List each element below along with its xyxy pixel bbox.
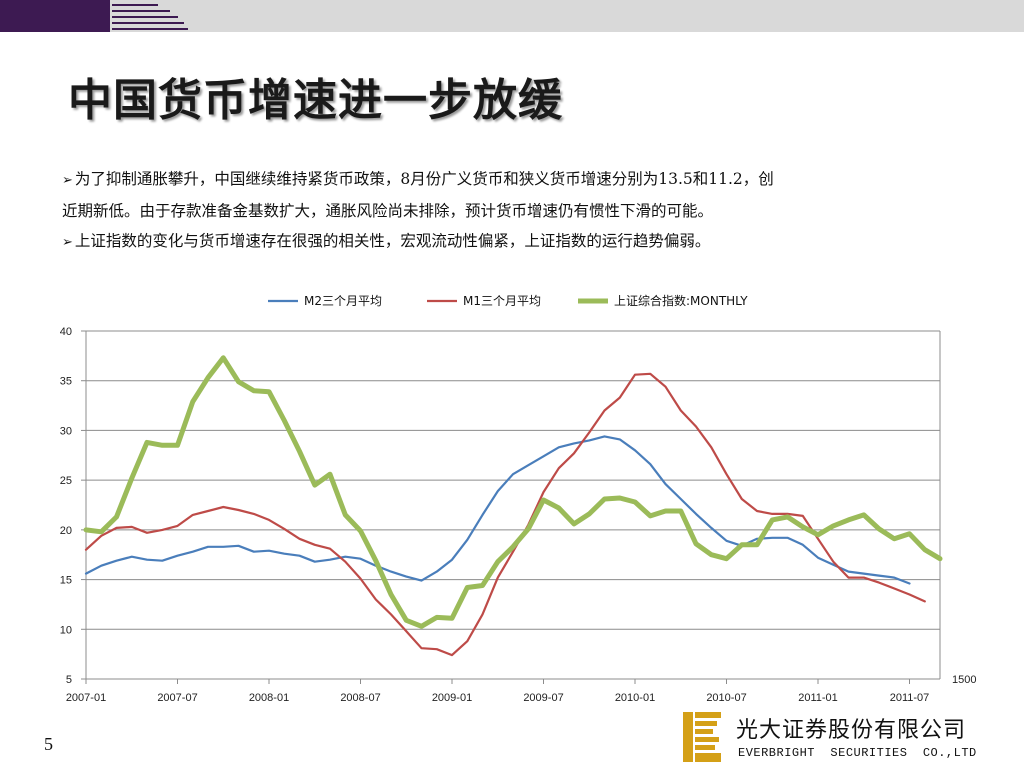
slide-title: 中国货币增速进一步放缓 <box>68 75 563 126</box>
y-tick-label: 5 <box>66 674 72 686</box>
series-line-2 <box>84 372 926 657</box>
header-stripes-decoration <box>112 2 192 30</box>
series-line-3 <box>83 355 943 629</box>
bullet-1-line-1: 为了抑制通胀攀升，中国继续维持紧货币政策，8月份广义货币和狭义货币增速分别为13… <box>74 170 774 188</box>
series-line-1 <box>84 435 911 585</box>
everbright-logo-icon <box>683 712 721 762</box>
company-name-en: EVERBRIGHT SECURITIES CO.,LTD <box>738 746 977 760</box>
x-tick-label: 2010-07 <box>706 692 746 704</box>
x-tick-label: 2011-07 <box>890 692 930 704</box>
company-name-cn: 光大证券股份有限公司 <box>736 718 967 743</box>
x-tick-label: 2011-01 <box>798 692 838 704</box>
legend-label-3: 上证综合指数:MONTHLY <box>614 293 748 308</box>
x-tick-label: 2010-01 <box>615 692 655 704</box>
y-tick-label: 15 <box>60 575 72 587</box>
y-tick-label: 40 <box>60 326 72 338</box>
x-tick-label: 2007-01 <box>66 692 106 704</box>
money-growth-line-chart: 5 10 15 20 25 30 35 40 2007-01 2007-07 2008-01 2008… <box>60 293 977 704</box>
x-tick-label: 2009-01 <box>432 692 472 704</box>
legend-label-2: M1三个月平均 <box>463 294 541 308</box>
secondary-axis-tick-label: 1500 <box>952 674 976 686</box>
x-tick-label: 2007-07 <box>157 692 197 704</box>
y-tick-label: 25 <box>60 475 72 487</box>
bullet-arrow-icon: ➢ <box>62 235 73 250</box>
x-tick-label: 2009-07 <box>523 692 563 704</box>
page-number: 5 <box>44 734 53 754</box>
legend-label-1: M2三个月平均 <box>304 294 382 308</box>
header-accent-block <box>0 0 110 32</box>
x-tick-label: 2008-07 <box>340 692 380 704</box>
bullet-item-2: ➢ 上证指数的变化与货币增速存在很强的相关性，宏观流动性偏紧，上证指数的运行趋势偏… <box>62 226 982 258</box>
bullet-2-text: 上证指数的变化与货币增速存在很强的相关性，宏观流动性偏紧，上证指数的运行趋势偏弱… <box>74 232 711 250</box>
bullet-arrow-icon: ➢ <box>62 173 73 188</box>
y-tick-label: 10 <box>60 624 72 636</box>
bullet-item-1-continued: 近期新低。由于存款准备金基数扩大，通胀风险尚未排除，预计货币增速仍有惯性下滑的可… <box>62 196 982 226</box>
y-tick-label: 35 <box>60 376 72 388</box>
bullet-item-1: ➢ 为了抑制通胀攀升，中国继续维持紧货币政策，8月份广义货币和狭义货币增速分别为1… <box>62 164 982 196</box>
bullet-1-line-2: 近期新低。由于存款准备金基数扩大，通胀风险尚未排除，预计货币增速仍有惯性下滑的可… <box>62 202 714 220</box>
x-tick-label: 2008-01 <box>249 692 289 704</box>
y-tick-label: 30 <box>60 425 72 437</box>
y-tick-label: 20 <box>60 525 72 537</box>
bullet-list: ➢ 为了抑制通胀攀升，中国继续维持紧货币政策，8月份广义货币和狭义货币增速分别为1… <box>62 164 982 258</box>
